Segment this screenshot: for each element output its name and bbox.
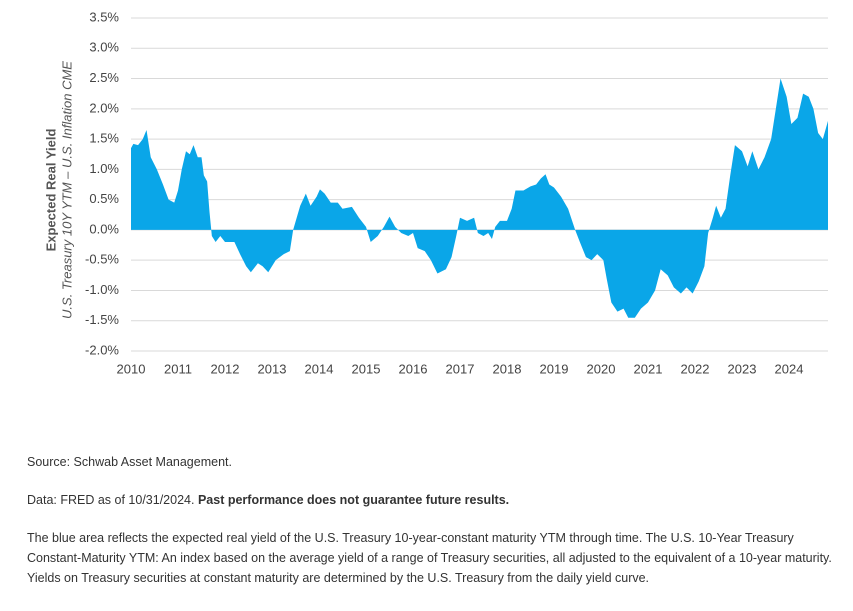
y-tick-label: -1.0% — [85, 282, 119, 297]
x-tick-label: 2012 — [211, 361, 240, 376]
y-tick-label: 0.5% — [89, 191, 119, 206]
y-tick-label: 2.5% — [89, 70, 119, 85]
x-tick-label: 2010 — [117, 361, 146, 376]
x-tick-label: 2020 — [587, 361, 616, 376]
x-tick-label: 2014 — [305, 361, 334, 376]
x-tick-label: 2015 — [352, 361, 381, 376]
y-tick-label: 3.0% — [89, 40, 119, 55]
x-tick-label: 2018 — [493, 361, 522, 376]
x-tick-label: 2023 — [728, 361, 757, 376]
x-tick-label: 2022 — [681, 361, 710, 376]
x-tick-label: 2024 — [775, 361, 804, 376]
y-tick-label: 2.0% — [89, 100, 119, 115]
y-tick-label: -1.5% — [85, 312, 119, 327]
y-tick-label: 3.5% — [89, 9, 119, 24]
x-tick-label: 2017 — [446, 361, 475, 376]
chart: Expected Real Yield U.S. Treasury 10Y YT… — [43, 9, 828, 376]
source: Source: Schwab Asset Management. — [27, 455, 232, 469]
y-tick-label: -2.0% — [85, 342, 119, 357]
y-axis-title: Expected Real Yield — [43, 129, 58, 252]
data-disclaimer: Past performance does not guarantee futu… — [197, 493, 510, 507]
y-axis-title-group: Expected Real Yield U.S. Treasury 10Y YT… — [43, 61, 74, 319]
x-tick-label: 2021 — [634, 361, 663, 376]
x-tick-label: 2011 — [164, 361, 192, 376]
data-note: Data: FRED as of 10/31/2024. — [27, 493, 195, 507]
notes: Source: Schwab Asset Management. Data: F… — [27, 452, 837, 606]
y-tick-label: 1.5% — [89, 131, 119, 146]
area — [131, 78, 828, 318]
x-tick-label: 2019 — [540, 361, 569, 376]
y-tick-label: 0.0% — [89, 221, 119, 236]
x-tick-label: 2013 — [258, 361, 287, 376]
description: The blue area reflects the expected real… — [27, 531, 832, 585]
x-tick-label: 2016 — [399, 361, 428, 376]
y-tick-label: -0.5% — [85, 252, 119, 267]
y-tick-label: 1.0% — [89, 161, 119, 176]
y-axis-subtitle: U.S. Treasury 10Y YTM – U.S. Inflation C… — [59, 61, 74, 319]
data-line: Data: FRED as of 10/31/2024. Past perfor… — [27, 490, 837, 510]
